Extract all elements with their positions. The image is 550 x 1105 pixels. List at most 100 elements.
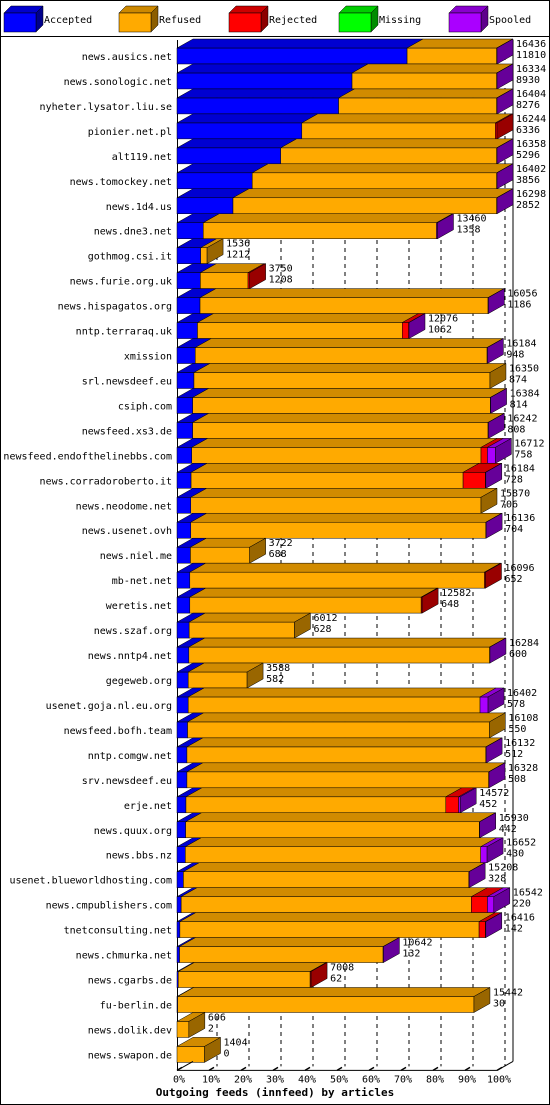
bar-segment-top-refused [187, 637, 507, 648]
bar-segment-accepted [176, 846, 186, 863]
bar-segment-refused [192, 422, 489, 439]
bar-row [176, 712, 507, 739]
bar-segment-refused [189, 596, 422, 614]
row-label: newsfeed.endofthelinebbs.com [3, 451, 172, 462]
bar-segment-side [204, 1036, 221, 1063]
bar-segment-refused [280, 147, 497, 165]
bar-row [176, 837, 505, 864]
bar-segment-refused [251, 172, 497, 190]
bar-segment-side [496, 63, 514, 90]
row-label: news.cgarbs.de [88, 976, 172, 987]
bar-segment-refused [197, 322, 403, 339]
bar-segment-refused [176, 1021, 190, 1038]
row-label: news.swapon.de [88, 1050, 172, 1061]
bar-segment-top-refused [182, 862, 486, 872]
bar-segment-refused [338, 97, 497, 115]
bar-segment-accepted [176, 621, 190, 639]
bar-segment-refused [179, 946, 384, 963]
bar-segment-side [490, 388, 507, 414]
bar-row [176, 787, 478, 814]
bar-segment-side [437, 213, 454, 240]
x-tick-mark [336, 1066, 343, 1072]
x-tick-label: 70% [394, 1074, 412, 1085]
x-tick-label: 0% [173, 1074, 185, 1085]
row-total: 16712 [514, 438, 544, 449]
x-tick-mark [240, 1066, 247, 1072]
bar-segment-top-refused [406, 38, 514, 49]
bar-row [176, 88, 514, 115]
bar-segment-refused [186, 746, 487, 764]
bar-segment-side [249, 537, 266, 564]
bar-segment-top-refused [178, 937, 401, 947]
bar-segment-side [496, 113, 514, 140]
row-label: usenet.blueworldhosting.com [9, 876, 172, 887]
bar-segment-side [383, 937, 400, 963]
legend-label-accepted: Accepted [44, 15, 92, 26]
row-accepted: 62 [330, 974, 342, 985]
x-tick-label: 50% [330, 1074, 348, 1085]
bar-segment-accepted [176, 172, 253, 190]
bar-segment-accepted [176, 721, 188, 739]
row-label: fu-berlin.de [100, 1000, 172, 1011]
bar-segment-top-refused [177, 962, 328, 972]
row-accepted: 948 [506, 350, 524, 361]
row-label: news.1d4.us [106, 202, 172, 213]
row-total: 16652 [506, 838, 536, 849]
bar-row [176, 138, 514, 165]
bar-row [176, 562, 503, 589]
row-total: 1536 [226, 239, 250, 250]
bar-segment-accepted [176, 472, 192, 489]
x-tick-label: 80% [426, 1074, 444, 1085]
row-label: news.usenet.ovh [82, 526, 172, 537]
row-label: news.sonologic.net [64, 77, 172, 88]
bar-segment-refused [190, 497, 482, 514]
row-label: news.tomockey.net [70, 177, 172, 188]
row-accepted: 142 [505, 924, 523, 935]
bar-segment-top-refused [185, 787, 463, 798]
bar-segment-accepted [176, 497, 192, 514]
row-total: 16404 [516, 89, 546, 100]
row-total: 16298 [516, 189, 546, 200]
row-total: 16056 [507, 289, 537, 300]
bar-segment-top-refused [193, 363, 507, 373]
bar-segment-accepted [176, 347, 196, 364]
bar-segment-refused [180, 896, 472, 913]
row-total: 16350 [509, 363, 539, 374]
row-total: 16284 [509, 638, 539, 649]
bar-segment-accepted [176, 546, 191, 564]
bar-row [176, 412, 506, 439]
bar-segment-refused [188, 621, 295, 639]
row-accepted: 758 [514, 449, 532, 460]
row-accepted: 1358 [456, 225, 480, 236]
row-total: 16096 [504, 563, 534, 574]
bar-row [176, 937, 401, 963]
row-label: news.corradoroberto.it [40, 476, 172, 487]
row-accepted: 600 [509, 649, 527, 660]
bar-row [176, 163, 514, 190]
bar-segment-refused [301, 122, 496, 140]
row-label: alt119.net [112, 152, 172, 163]
bar-segment-top-refused [184, 837, 498, 847]
x-tick-label: 40% [298, 1074, 316, 1085]
row-accepted: 808 [507, 424, 525, 435]
bar-segment-accepted [176, 571, 191, 589]
row-total: 16244 [516, 114, 546, 125]
bar-segment-rejected [462, 472, 486, 489]
bar-segment-accepted [176, 796, 187, 814]
bar-segment-accepted [176, 247, 201, 264]
bar-segment-refused [187, 721, 490, 739]
row-accepted: 728 [505, 474, 523, 485]
bar-row [176, 487, 498, 514]
row-label: news.neodome.net [76, 501, 172, 512]
row-total: 16328 [508, 763, 538, 774]
legend-swatch-front [338, 12, 372, 33]
bar-segment-accepted [176, 646, 190, 664]
bar-segment-accepted [176, 447, 192, 464]
bar-segment-refused [194, 347, 488, 364]
row-label: news.szaf.org [94, 626, 172, 637]
bar-segment-accepted [176, 72, 353, 90]
bar-segment-side [488, 762, 506, 789]
bar-segment-refused [351, 72, 497, 90]
row-accepted: 5296 [516, 150, 540, 161]
row-label: news.dolik.dev [88, 1025, 172, 1036]
